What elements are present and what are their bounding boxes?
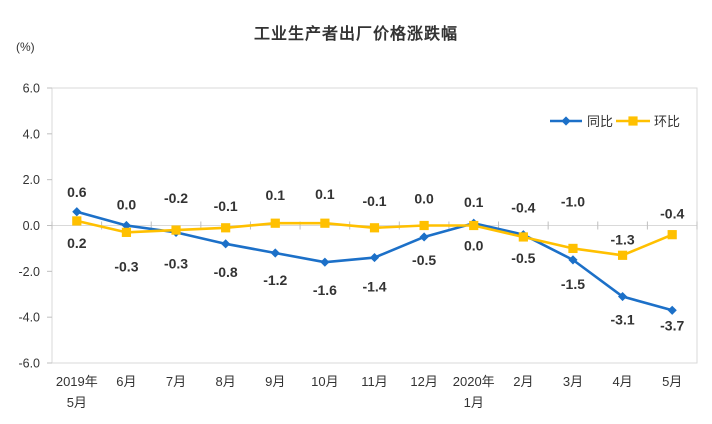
data-label-yoy: -0.5 — [412, 252, 436, 268]
marker-mom — [221, 223, 231, 233]
x-axis-label: 5月 — [67, 395, 87, 410]
marker-yoy — [72, 207, 82, 217]
y-axis-tick-label: -4.0 — [18, 311, 40, 325]
data-label-yoy: 0.0 — [117, 197, 137, 213]
data-label-yoy: -0.4 — [511, 200, 535, 216]
marker-yoy — [221, 239, 231, 249]
y-axis-tick-label: -6.0 — [18, 357, 40, 371]
data-label-mom: 0.1 — [315, 186, 335, 202]
marker-mom — [369, 223, 380, 233]
data-label-mom: -0.4 — [660, 206, 684, 222]
legend: 同比 环比 — [550, 114, 680, 129]
data-label-yoy: -1.2 — [263, 272, 287, 288]
x-axis-label: 8月 — [216, 374, 236, 389]
legend-marker-mom — [628, 116, 638, 126]
data-label-mom: -0.1 — [214, 198, 238, 214]
x-axis-label: 11月 — [361, 374, 388, 389]
marker-yoy — [568, 255, 578, 265]
marker-mom — [270, 218, 280, 228]
x-axis-label: 2月 — [513, 374, 533, 389]
marker-mom — [72, 216, 82, 226]
y-axis-tick-label: 4.0 — [23, 127, 40, 141]
x-axis-label: 5月 — [662, 374, 682, 389]
marker-mom — [667, 230, 677, 240]
data-label-mom: -0.5 — [511, 250, 535, 266]
data-label-mom: -0.2 — [164, 190, 188, 206]
x-axis-label: 2019年 — [56, 374, 98, 389]
y-axis-tick-label: 2.0 — [23, 173, 40, 187]
x-axis-label: 9月 — [265, 374, 285, 389]
x-axis-label: 6月 — [116, 374, 136, 389]
marker-yoy — [270, 248, 280, 258]
data-label-yoy: -1.5 — [561, 276, 585, 292]
marker-yoy — [369, 252, 380, 263]
data-label-yoy: 0.6 — [67, 184, 87, 200]
x-axis-label: 12月 — [410, 374, 437, 389]
marker-mom — [171, 225, 181, 235]
legend-label-yoy: 同比 — [587, 114, 613, 129]
marker-yoy — [320, 257, 330, 267]
data-label-yoy: -3.1 — [611, 312, 635, 328]
marker-mom — [617, 250, 628, 260]
data-label-mom: -1.3 — [611, 231, 635, 247]
y-axis-tick-label: 6.0 — [23, 82, 40, 96]
data-label-yoy: -0.8 — [214, 264, 238, 280]
marker-yoy — [419, 232, 429, 242]
data-label-mom: 0.2 — [67, 235, 87, 251]
y-axis-tick-label: 0.0 — [23, 219, 40, 233]
legend-marker-yoy — [561, 116, 571, 126]
x-axis-label: 2020年 — [453, 374, 495, 389]
marker-mom — [320, 218, 330, 228]
data-label-yoy: -1.6 — [313, 282, 337, 298]
x-axis-label: 3月 — [563, 374, 583, 389]
marker-mom — [518, 232, 528, 242]
data-label-mom: -0.1 — [362, 193, 386, 209]
legend-item-mom: 环比 — [616, 114, 680, 129]
legend-label-mom: 环比 — [654, 114, 680, 129]
legend-item-yoy: 同比 — [550, 114, 613, 129]
data-label-mom: -1.0 — [561, 193, 585, 209]
marker-mom — [469, 220, 479, 231]
y-axis-tick-label: -2.0 — [18, 265, 40, 279]
x-axis-label: 7月 — [166, 374, 186, 389]
y-axis-unit-label: (%) — [16, 40, 35, 54]
chart-title: 工业生产者出厂价格涨跌幅 — [253, 26, 458, 43]
data-label-yoy: -1.4 — [362, 279, 386, 295]
x-axis-label: 1月 — [464, 395, 484, 410]
marker-yoy — [617, 291, 628, 302]
data-label-yoy: -0.3 — [164, 255, 188, 271]
data-label-mom: 0.0 — [464, 238, 484, 254]
data-label-mom: -0.3 — [114, 258, 138, 274]
marker-mom — [121, 227, 132, 237]
x-axis-label: 4月 — [612, 374, 632, 389]
data-label-yoy: -3.7 — [660, 317, 684, 333]
data-label-mom: 0.1 — [266, 187, 286, 203]
data-label-yoy: 0.1 — [464, 194, 484, 210]
data-label-mom: 0.0 — [414, 191, 434, 207]
marker-yoy — [667, 305, 677, 315]
marker-mom — [568, 243, 578, 254]
x-axis-label: 10月 — [311, 374, 338, 389]
marker-mom — [419, 220, 429, 231]
